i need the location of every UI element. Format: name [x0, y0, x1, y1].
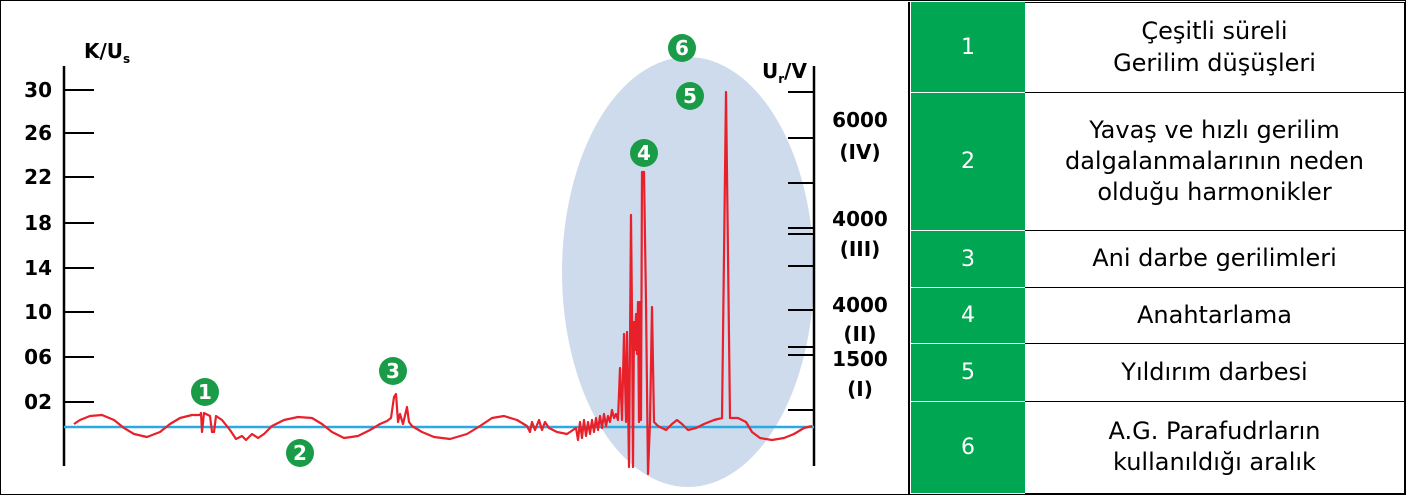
marker-2-circle — [286, 439, 314, 467]
event-markers: 1 2 3 4 5 6 — [191, 34, 704, 467]
left-tick-label: 30 — [24, 78, 52, 102]
legend-number: 3 — [911, 230, 1025, 288]
marker-3-label: 3 — [386, 359, 400, 383]
left-tick-label: 26 — [24, 121, 52, 145]
legend-number: 1 — [911, 1, 1025, 94]
left-tick-label: 18 — [24, 211, 52, 235]
left-tick-label: 06 — [24, 345, 52, 369]
left-tick-label: 02 — [24, 390, 52, 414]
legend-description: Ani darbe gerilimleri — [1024, 230, 1405, 288]
legend-description: Anahtarlama — [1024, 286, 1405, 344]
right-axis-label: Ur/V — [762, 59, 807, 86]
legend-description: Yıldırım darbesi — [1024, 342, 1405, 402]
left-tick-label: 22 — [24, 165, 52, 189]
left-axis-label: K/Us — [84, 39, 130, 66]
voltage-disturbance-chart: 30 26 22 18 14 10 06 02 K/Us Ur/V 6000 (IV) 4000(… — [2, 2, 910, 494]
marker-1-circle — [191, 378, 219, 406]
right-axis-ticks — [788, 91, 814, 411]
right-axis-value: 4000 — [832, 207, 888, 231]
legend-description: A.G. Parafudrların kullanıldığı aralık — [1024, 400, 1405, 495]
legend-row-2: 2 Yavaş ve hızlı gerilim dalgalanmalarının… — [911, 92, 1405, 232]
right-axis-category: (III) — [840, 237, 881, 261]
legend-number: 6 — [911, 400, 1025, 495]
legend-line: dalgalanmalarının neden — [1064, 147, 1365, 176]
legend-description: Yavaş ve hızlı gerilim dalgalanmalarının … — [1024, 92, 1405, 232]
legend-number: 4 — [911, 286, 1025, 344]
marker-1-label: 1 — [198, 380, 212, 404]
legend-line: A.G. Parafudrların — [1108, 417, 1321, 446]
right-axis-category: (IV) — [839, 140, 880, 164]
right-axis-category: (II) — [843, 322, 876, 346]
legend-line: Yıldırım darbesi — [1121, 357, 1308, 386]
marker-6-circle — [668, 34, 696, 62]
marker-4-label: 4 — [637, 141, 651, 165]
marker-4-circle — [630, 139, 658, 167]
marker-5-label: 5 — [683, 84, 697, 108]
legend-line: Anahtarlama — [1137, 300, 1292, 329]
marker-5-circle — [676, 82, 704, 110]
marker-6-label: 6 — [675, 36, 689, 60]
left-tick-label: 14 — [24, 256, 52, 280]
legend-line: Gerilim düşüşleri — [1113, 48, 1316, 77]
right-axis-labels: 6000 (IV) 4000 (III) 4000 (II)1500 (I) — [832, 108, 888, 401]
legend-line: Ani darbe gerilimleri — [1092, 244, 1337, 273]
legend-table: 1 Çeşitli süreli Gerilim düşüşleri 2 Yavaş v… — [911, 1, 1405, 495]
left-axis-ticks: 30 26 22 18 14 10 06 02 — [24, 78, 94, 414]
marker-2-label: 2 — [293, 441, 307, 465]
left-tick-label: 10 — [24, 300, 52, 324]
right-axis-category: (I) — [847, 377, 873, 401]
legend-row-6: 6 A.G. Parafudrların kullanıldığı aralık — [911, 400, 1405, 495]
legend-number: 5 — [911, 342, 1025, 402]
legend-number: 2 — [911, 92, 1025, 232]
legend-line: Çeşitli süreli — [1141, 17, 1288, 46]
right-axis-value: 6000 — [832, 108, 888, 132]
marker-3-circle — [379, 357, 407, 385]
legend-description: Çeşitli süreli Gerilim düşüşleri — [1024, 1, 1405, 94]
legend-line: Yavaş ve hızlı gerilim — [1089, 116, 1340, 145]
legend-line: olduğu harmonikler — [1097, 178, 1332, 207]
legend-row-1: 1 Çeşitli süreli Gerilim düşüşleri — [911, 1, 1405, 94]
right-axis-value: 1500 — [832, 347, 888, 371]
legend-line: kullanıldığı aralık — [1113, 448, 1316, 477]
voltage-signal-line — [73, 90, 813, 476]
legend-row-5: 5 Yıldırım darbesi — [911, 342, 1405, 402]
right-axis-value: 4000 — [832, 293, 888, 317]
legend-row-4: 4 Anahtarlama — [911, 286, 1405, 344]
legend-row-3: 3 Ani darbe gerilimleri — [911, 230, 1405, 288]
